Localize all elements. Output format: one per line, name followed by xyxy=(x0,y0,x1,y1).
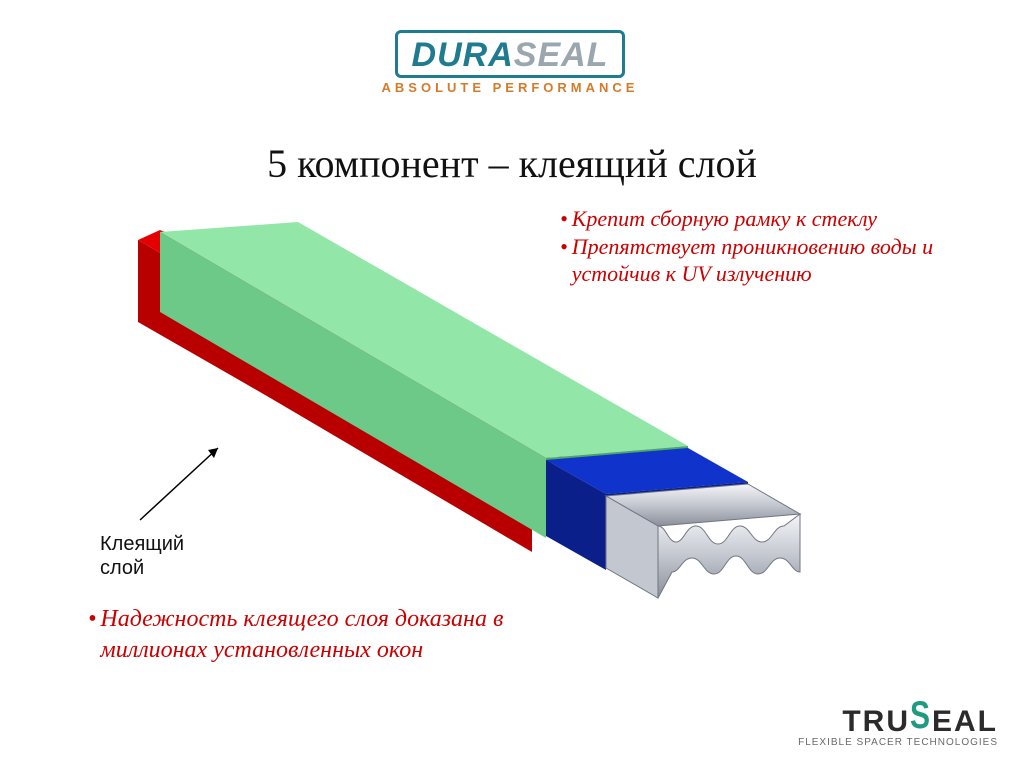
pointer-label-line2: слой xyxy=(100,556,184,580)
bullet-text: Надежность клеящего слоя доказана в милл… xyxy=(100,604,518,666)
logo-wordmark: DURASEAL xyxy=(412,36,609,74)
layer-metal-endcap xyxy=(606,484,800,598)
logo-word1: DURA xyxy=(412,36,514,74)
logo-truseal: TRUSEAL FLEXIBLE SPACER TECHNOLOGIES xyxy=(798,708,998,748)
logo-box: DURASEAL xyxy=(395,30,626,78)
logo-truseal-s: S xyxy=(910,698,932,733)
pointer-label-line1: Клеящий xyxy=(100,532,184,556)
pointer-label: Клеящий слой xyxy=(100,532,184,580)
bullets-bottom: • Надежность клеящего слоя доказана в ми… xyxy=(88,604,518,666)
logo-word2: SEAL xyxy=(514,36,609,74)
logo-truseal-subtitle: FLEXIBLE SPACER TECHNOLOGIES xyxy=(798,737,998,748)
logo-truseal-word2: EAL xyxy=(932,705,998,738)
page-title: 5 компонент – клеящий слой xyxy=(0,140,1024,187)
pointer-arrow xyxy=(140,448,218,520)
logo-duraseal: DURASEAL ABSOLUTE PERFORMANCE xyxy=(330,30,690,95)
logo-truseal-wordmark: TRUSEAL xyxy=(798,708,998,735)
logo-truseal-word1: TRU xyxy=(842,705,910,738)
component-diagram xyxy=(100,200,820,600)
logo-subtitle: ABSOLUTE PERFORMANCE xyxy=(330,80,690,95)
bullet-dot-icon: • xyxy=(88,604,100,666)
bullet-item: • Надежность клеящего слоя доказана в ми… xyxy=(88,604,518,666)
